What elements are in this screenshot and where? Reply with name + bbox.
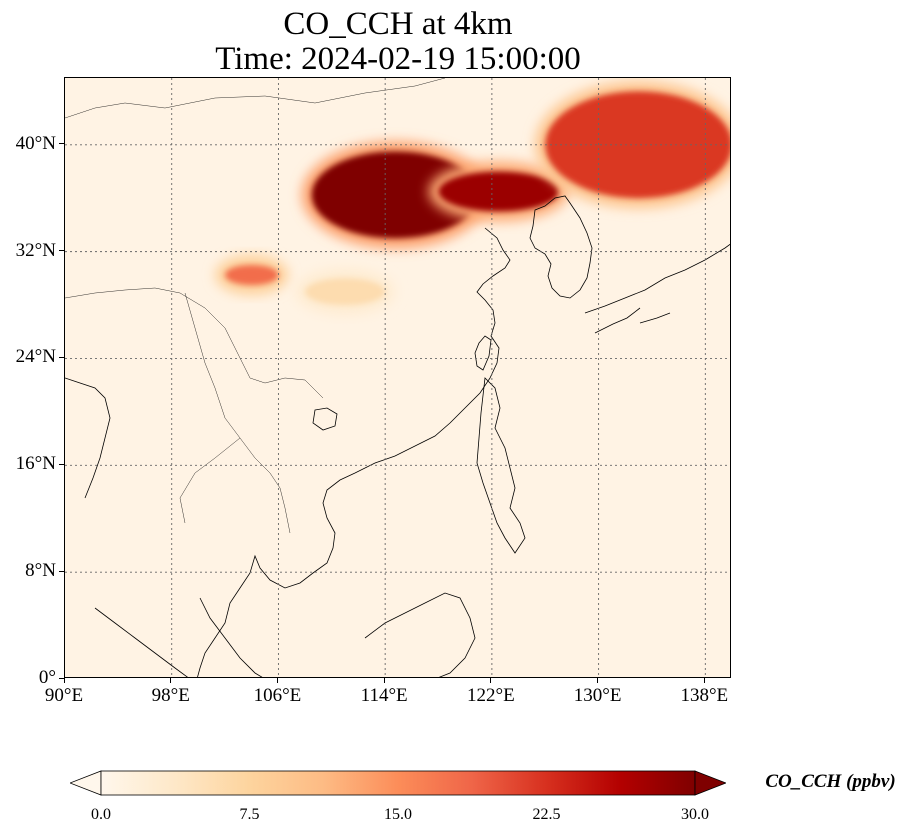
concentration-field [215, 81, 730, 316]
colorbar-extend-max [694, 770, 726, 796]
x-tick-mark [490, 678, 492, 683]
malay-coastline [199, 597, 263, 677]
colorbar-tick-label: 22.5 [532, 806, 561, 823]
colorbar [70, 770, 726, 796]
x-tick-mark [597, 678, 599, 683]
coastlines [65, 195, 730, 677]
india-bay-coastline [65, 377, 111, 499]
x-tick-label: 138°E [680, 685, 729, 706]
y-tick-mark [59, 570, 64, 572]
y-tick-label: 40°N [15, 132, 56, 154]
y-tick-mark [59, 250, 64, 252]
x-tick-label: 114°E [360, 685, 408, 706]
colorbar-extend-min [70, 770, 102, 796]
y-tick-label: 8°N [25, 560, 56, 582]
hainan-coastline [312, 407, 338, 431]
plume-core-0 [311, 151, 479, 239]
colorbar-tick-label: 15.0 [384, 806, 412, 823]
plume-core-3 [225, 264, 279, 286]
x-tick-label: 106°E [253, 685, 302, 706]
y-tick-mark [59, 677, 64, 679]
y-tick-mark [59, 143, 64, 145]
colorbar-title: CO_CCH (ppbv) [765, 771, 896, 792]
x-tick-label: 130°E [573, 685, 622, 706]
chart-title-line2: Time: 2024-02-19 15:00:00 [215, 41, 581, 77]
borneo-coastline [364, 592, 476, 677]
chart-title-line1: CO_CCH at 4km [283, 6, 513, 42]
plume-core-4 [305, 278, 386, 306]
y-tick-label: 24°N [15, 346, 56, 368]
x-tick-mark [383, 678, 385, 683]
japan-coastline [584, 243, 730, 334]
y-tick-label: 16°N [15, 453, 56, 475]
plume-core-1 [438, 171, 559, 212]
colorbar-gradient [100, 770, 696, 796]
colorbar-tick-label: 7.5 [239, 806, 260, 823]
taiwan-coastline [474, 335, 492, 371]
y-tick-mark [59, 463, 64, 465]
philippines-coastline [476, 377, 526, 554]
country-borders [65, 78, 446, 534]
sumatra-coastline [94, 607, 188, 677]
x-tick-label: 122°E [467, 685, 515, 706]
mainland-coastline [197, 227, 511, 677]
graticule [65, 78, 730, 677]
korea-coastline [529, 195, 593, 299]
colorbar-tick-label: 0.0 [91, 806, 111, 823]
y-tick-label: 0° [38, 667, 56, 688]
plume-core-2 [545, 91, 730, 199]
y-tick-mark [59, 356, 64, 358]
y-tick-label: 32°N [15, 239, 56, 261]
colorbar-tick-label: 30.0 [681, 806, 709, 823]
border-lines [65, 78, 446, 534]
x-tick-mark [276, 678, 278, 683]
map-plot-area [64, 77, 731, 678]
x-tick-mark [703, 678, 705, 683]
x-tick-label: 98°E [151, 685, 190, 706]
x-tick-mark [63, 678, 65, 683]
map-svg [65, 78, 730, 677]
x-tick-mark [170, 678, 172, 683]
x-tick-label: 90°E [44, 685, 84, 706]
